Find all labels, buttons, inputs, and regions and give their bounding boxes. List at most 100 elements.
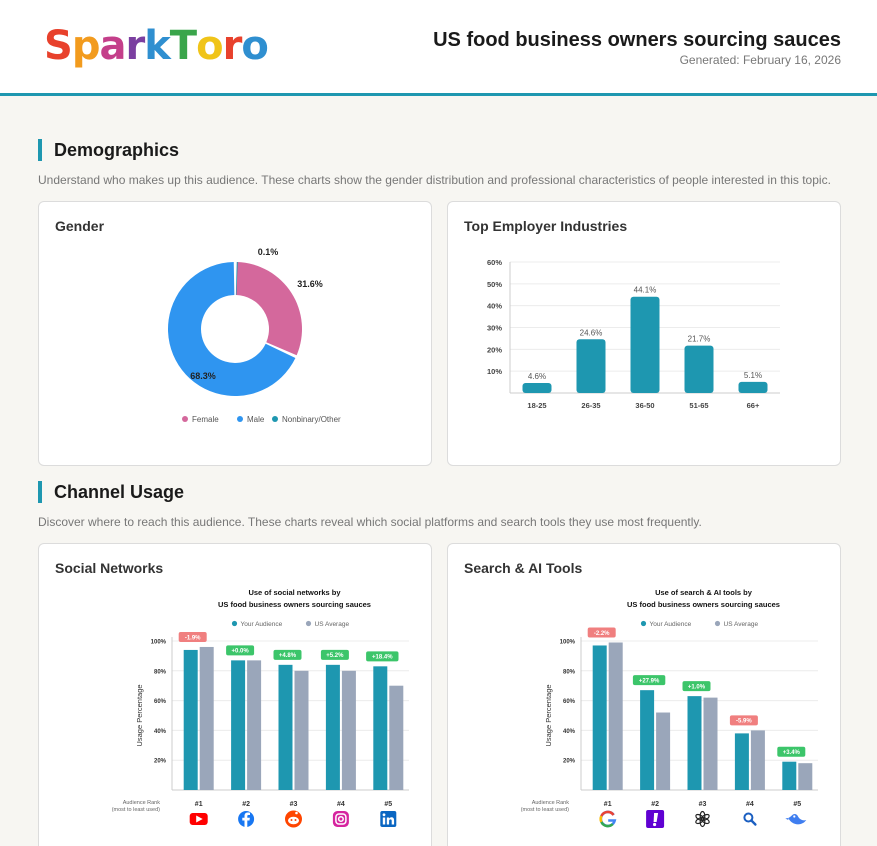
search-y-tick-label: 80% [563, 669, 576, 675]
reddit-icon [285, 810, 302, 828]
social-y-tick-label: 60% [154, 699, 167, 705]
y-tick-label: 30% [487, 324, 502, 333]
social-your-audience-bar [231, 660, 246, 790]
search-diff-badge [682, 681, 711, 692]
search-chart-title-line: US food business owners sourcing sauces [627, 600, 780, 609]
x-tick-label: 36-50 [635, 401, 654, 410]
reddit-antenna [295, 811, 298, 815]
google-g-yellow [599, 815, 603, 823]
search-diff-badge-label: +3.4% [783, 750, 801, 756]
linkedin-icon [380, 811, 397, 827]
logo-letter: T [169, 23, 197, 69]
social-your-audience-bar [278, 664, 293, 790]
gender-card-title: Gender [55, 218, 105, 234]
employer-bar [630, 296, 660, 393]
search-diff-badge [632, 675, 666, 686]
search-legend-label: Your Audience [650, 621, 692, 628]
search-y-tick-label: 100% [560, 640, 576, 646]
logo-letter: o [241, 23, 269, 69]
search-us-average-bar [656, 712, 671, 790]
search-your-audience-bar [640, 690, 655, 790]
social-y-tick-label: 80% [154, 669, 167, 675]
gender-card: Gender 31.6% 68.3% 0.1% Female Male Nonbinary… [38, 201, 432, 466]
social-us-average-bar [341, 670, 356, 790]
bar-value-label: 4.6% [528, 372, 546, 381]
reddit-face [288, 816, 299, 825]
social-rank-label: #3 [290, 801, 298, 808]
social-diff-badge-label: -1.9% [185, 635, 201, 641]
youtube-play [196, 815, 203, 823]
logo-letter: a [99, 23, 126, 69]
social-your-audience-bar [373, 666, 388, 790]
duck-eye [793, 815, 796, 818]
social-legend-swatch [231, 620, 238, 627]
x-tick-label: 18-25 [527, 401, 546, 410]
social-legend-label: Your Audience [241, 621, 283, 628]
bar-value-label: 5.1% [744, 371, 762, 380]
employer-bar-chart: 10% 20% 30% 40% 50% 60% 4.6% 18-25 24.6% 26-35 44.… [487, 258, 780, 410]
donut-value-label: 68.3% [190, 371, 216, 381]
search-your-audience-bar [734, 733, 749, 790]
facebook-icon [238, 811, 255, 827]
sparktoro-logo[interactable]: SparkToro [44, 22, 269, 70]
search-card-title: Search & AI Tools [464, 560, 583, 576]
social-us-average-bar [294, 670, 309, 790]
search-rank-label: #4 [746, 801, 754, 808]
search-rank-label: #1 [604, 801, 612, 808]
search-rank-label: #5 [793, 801, 801, 808]
search-us-average-bar [750, 730, 765, 790]
search-us-average-bar [608, 642, 623, 790]
search-ai-chart: Use of search & AI tools by US food busin… [521, 588, 818, 828]
search-legend-swatch [714, 620, 721, 627]
search-diff-badge-label: +27.9% [639, 678, 660, 684]
search-legend-swatch [640, 620, 647, 627]
search-y-tick-label: 60% [563, 699, 576, 705]
search-diff-badge [729, 715, 758, 726]
y-tick-label: 60% [487, 258, 502, 267]
search-your-audience-bar [782, 761, 797, 790]
reddit-eye [294, 819, 297, 821]
social-chart-title-line: Use of social networks by [248, 588, 341, 597]
yahoo-icon [646, 810, 665, 828]
channel-usage-heading: Channel Usage [38, 481, 184, 503]
social-diff-badge-label: +4.8% [279, 653, 297, 659]
demographics-heading: Demographics [38, 139, 179, 161]
social-y-tick-label: 20% [154, 759, 167, 765]
search-your-audience-bar [687, 696, 702, 790]
social-diff-badge [178, 631, 207, 642]
employer-bar [738, 381, 768, 393]
legend-swatch [237, 416, 243, 422]
chatgpt-icon [695, 810, 710, 828]
social-y-tick-label: 40% [154, 729, 167, 735]
google-icon [599, 810, 617, 828]
logo-letter: r [222, 23, 243, 69]
social-your-audience-bar [325, 664, 340, 790]
search-y-tick-label: 40% [563, 729, 576, 735]
employer-bar [522, 382, 552, 393]
social-rank-label: #2 [242, 801, 250, 808]
yahoo-dot [653, 822, 657, 827]
logo-letter: r [125, 23, 145, 69]
linkedin-i [382, 817, 386, 825]
search-diff-badge-label: +1.0% [688, 684, 706, 690]
search-legend-label: US Average [724, 621, 759, 628]
channel-usage-description: Discover where to reach this audience. T… [38, 515, 702, 529]
social-your-audience-bar [183, 649, 198, 790]
google-g-green [600, 821, 614, 828]
social-rank-axis-label: (most to least used) [112, 807, 160, 813]
employer-bar [684, 345, 714, 393]
duck-body [788, 813, 807, 825]
yahoo-bang [653, 813, 659, 822]
search-diff-badge-label: -2.2% [594, 631, 610, 637]
social-card-title: Social Networks [55, 560, 164, 576]
employer-bar [576, 339, 606, 393]
gender-donut-chart: 31.6% 68.3% 0.1% Female Male Nonbinary/Other [167, 247, 341, 424]
generated-date: Generated: February 16, 2026 [679, 53, 841, 67]
social-diff-badge [226, 645, 255, 656]
y-tick-label: 40% [487, 302, 502, 311]
duckduckgo-icon [785, 813, 807, 825]
instagram-icon [332, 811, 349, 827]
linkedin-dot [382, 813, 386, 817]
search-diff-badge [587, 627, 616, 638]
linkedin-n [386, 817, 395, 825]
